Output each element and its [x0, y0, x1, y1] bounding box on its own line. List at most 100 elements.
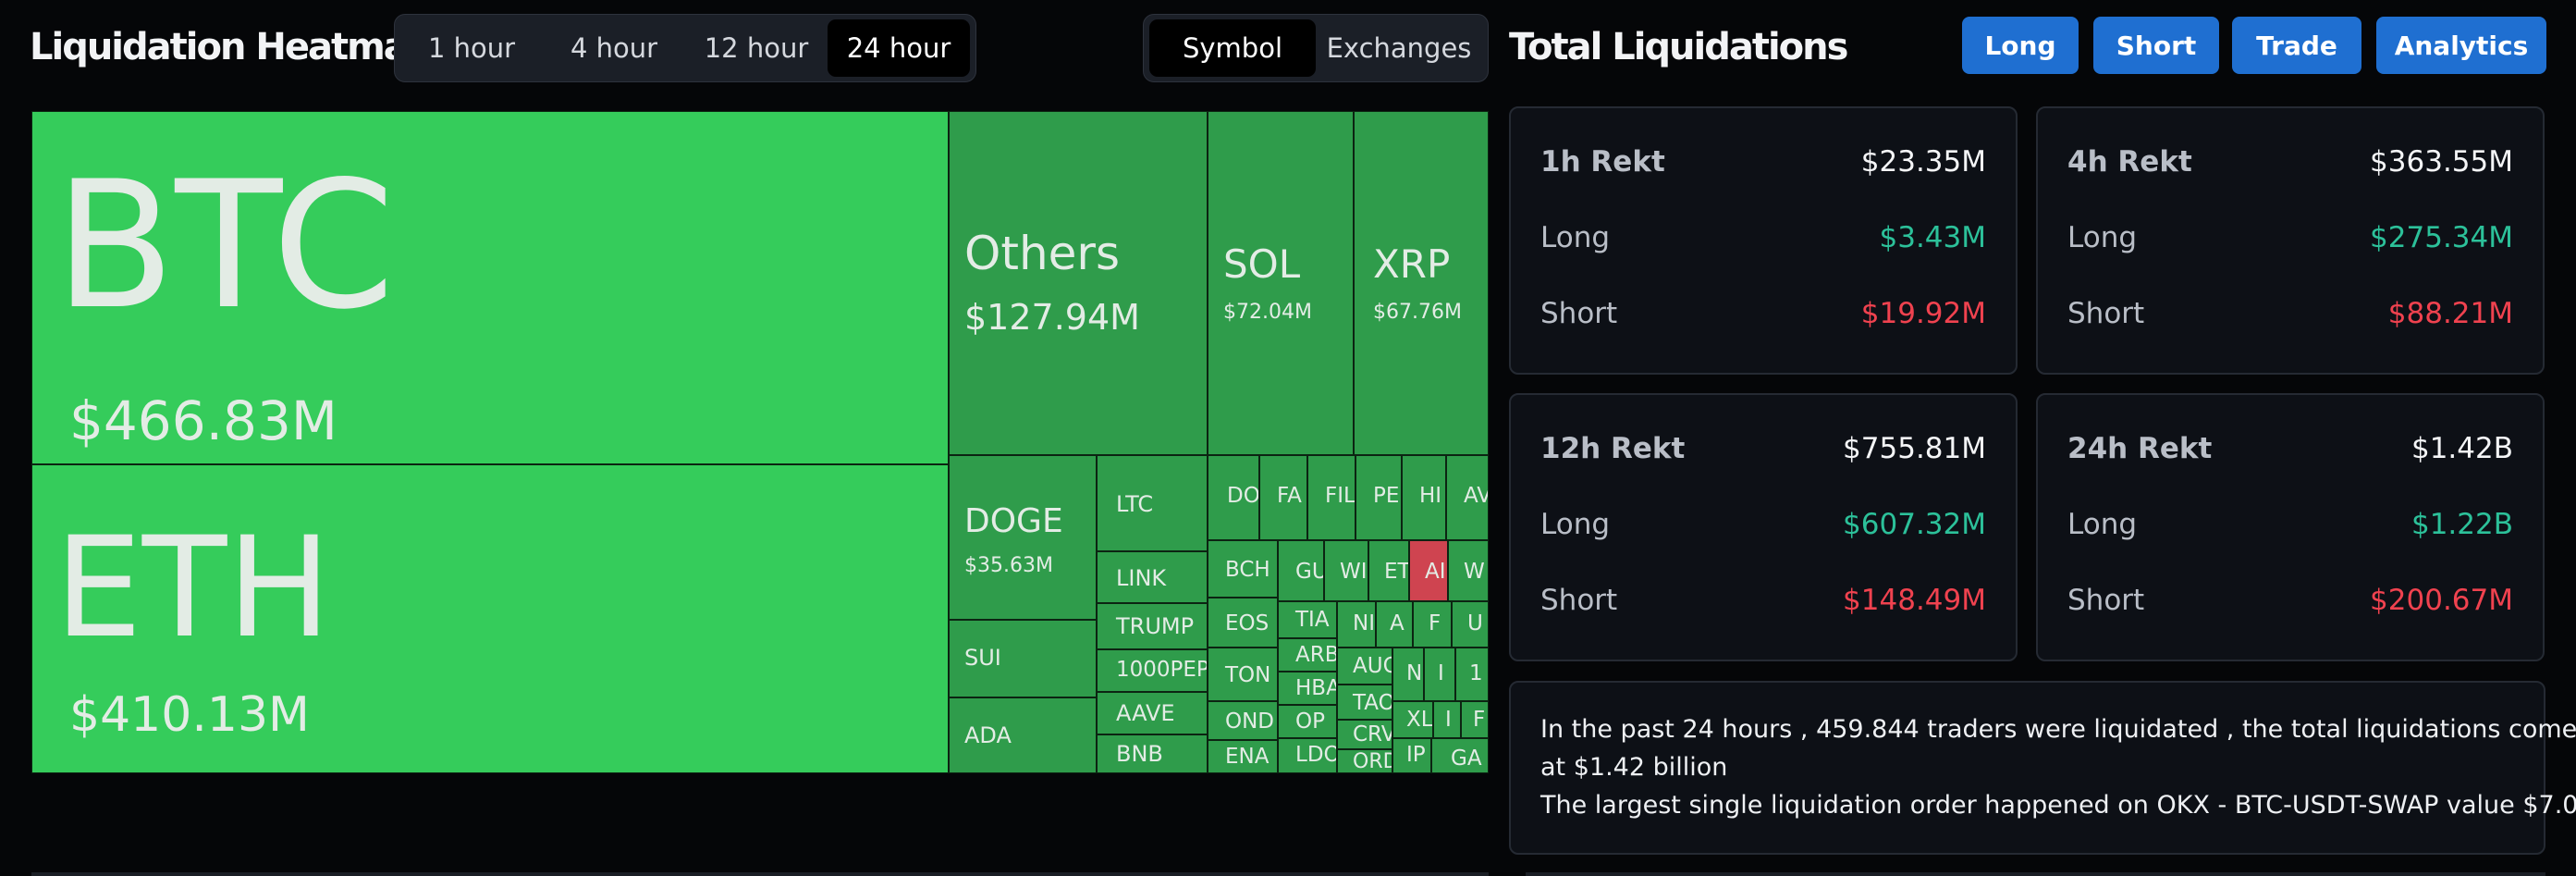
tile-ena[interactable]: ENA: [1208, 740, 1278, 773]
tile-others[interactable]: Others $127.94M: [949, 111, 1208, 455]
tile-ada[interactable]: ADA: [949, 697, 1097, 773]
tile-ordi[interactable]: ORD: [1337, 749, 1392, 773]
liquidation-treemap: BTC $466.83M ETH $410.13M Others $127.94…: [31, 111, 1489, 773]
time-option-24h[interactable]: 24 hour: [828, 19, 970, 77]
tile-1000pepe[interactable]: 1000PEP: [1097, 649, 1208, 692]
tile-xl[interactable]: XL: [1392, 701, 1433, 738]
tile-a[interactable]: A: [1376, 601, 1413, 648]
tile-xrp[interactable]: XRP $67.76M: [1354, 111, 1489, 455]
tile-symbol: SOL: [1223, 241, 1301, 287]
view-option-symbol[interactable]: Symbol: [1149, 19, 1316, 77]
tile-u[interactable]: U: [1452, 601, 1489, 648]
time-range-selector: 1 hour 4 hour 12 hour 24 hour: [394, 14, 976, 82]
tile-ni[interactable]: NI: [1337, 601, 1376, 648]
tile-eth[interactable]: ETH $410.13M: [31, 464, 949, 773]
tile-symbol: 1000PEP: [1116, 658, 1208, 682]
long-value: $1.22B: [2410, 508, 2513, 541]
rekt-card-1h: 1h Rekt $23.35M Long $3.43M Short $19.92M: [1509, 106, 2018, 375]
tile-aave[interactable]: AAVE: [1097, 692, 1208, 734]
tile-symbol: ADA: [964, 722, 1012, 748]
tile-op[interactable]: OP: [1278, 705, 1337, 738]
tile-ff[interactable]: F: [1461, 701, 1489, 738]
tile-symbol: TRUMP: [1116, 613, 1195, 639]
long-value: $3.43M: [1879, 221, 1987, 254]
tile-ai[interactable]: AI: [1409, 540, 1448, 601]
tile-symbol: LINK: [1116, 565, 1167, 591]
short-label: Short: [2067, 584, 2145, 617]
tile-symbol: Others: [964, 227, 1121, 280]
long-label: Long: [1540, 221, 1611, 254]
tile-sol[interactable]: SOL $72.04M: [1208, 111, 1354, 455]
tile-ton[interactable]: TON: [1208, 648, 1278, 701]
tile-i[interactable]: I: [1424, 648, 1455, 701]
tile-crv[interactable]: CRV: [1337, 720, 1392, 749]
long-button[interactable]: Long: [1962, 17, 2079, 74]
tile-ip[interactable]: IP: [1392, 738, 1431, 773]
tile-wif[interactable]: WI: [1324, 540, 1368, 601]
tile-1[interactable]: 1: [1455, 648, 1489, 701]
tile-value: $466.83M: [69, 389, 337, 452]
tile-arb[interactable]: ARB: [1278, 638, 1337, 672]
card-label: 1h Rekt: [1540, 145, 1665, 179]
analytics-button[interactable]: Analytics: [2376, 17, 2546, 74]
tile-eos[interactable]: EOS: [1208, 598, 1278, 648]
tile-pengu[interactable]: PE: [1355, 455, 1402, 540]
tile-value: $67.76M: [1373, 301, 1462, 324]
tile-value: $35.63M: [964, 554, 1053, 577]
long-label: Long: [2067, 221, 2138, 254]
tile-avax[interactable]: AV: [1446, 455, 1489, 540]
tile-ltc[interactable]: LTC: [1097, 455, 1208, 551]
tile-trump[interactable]: TRUMP: [1097, 603, 1208, 649]
tile-bnb[interactable]: BNB: [1097, 734, 1208, 773]
short-value: $148.49M: [1843, 584, 1986, 617]
tile-dot[interactable]: DO: [1208, 455, 1259, 540]
tile-symbol: ETH: [55, 508, 332, 669]
tile-btc[interactable]: BTC $466.83M: [31, 111, 949, 464]
rekt-card-24h: 24h Rekt $1.42B Long $1.22B Short $200.67M: [2036, 393, 2545, 661]
tile-symbol: LTC: [1116, 491, 1154, 517]
tile-sui[interactable]: SUI: [949, 620, 1097, 697]
tile-hype[interactable]: HI: [1402, 455, 1446, 540]
tile-fartcoin[interactable]: FA: [1259, 455, 1307, 540]
summary-line: at $1.42 billion: [1540, 753, 1728, 782]
card-total: $755.81M: [1843, 432, 1986, 465]
tile-w[interactable]: W: [1448, 540, 1489, 601]
summary-line: The largest single liquidation order hap…: [1540, 791, 2576, 820]
tile-fil[interactable]: FIL: [1307, 455, 1355, 540]
short-button[interactable]: Short: [2093, 17, 2219, 74]
tile-value: $127.94M: [964, 297, 1140, 338]
tile-n[interactable]: N: [1392, 648, 1424, 701]
card-total: $363.55M: [2370, 145, 2513, 179]
tile-tia[interactable]: TIA: [1278, 601, 1337, 638]
tile-ga[interactable]: GA: [1431, 738, 1489, 773]
tile-doge[interactable]: DOGE $35.63M: [949, 455, 1097, 620]
trade-button[interactable]: Trade: [2232, 17, 2361, 74]
tile-aug[interactable]: AUG: [1337, 648, 1392, 685]
liquidation-summary: In the past 24 hours , 459.844 traders w…: [1509, 681, 2576, 855]
card-label: 24h Rekt: [2067, 432, 2213, 465]
long-label: Long: [2067, 508, 2138, 541]
rekt-card-12h: 12h Rekt $755.81M Long $607.32M Short $148.…: [1509, 393, 2018, 661]
tile-symbol: AAVE: [1116, 700, 1175, 726]
tile-f[interactable]: F: [1413, 601, 1452, 648]
long-value: $607.32M: [1843, 508, 1986, 541]
tile-ondo[interactable]: OND: [1208, 701, 1278, 740]
tile-hbar[interactable]: HBA: [1278, 672, 1337, 705]
short-label: Short: [1540, 297, 1618, 330]
card-label: 4h Rekt: [2067, 145, 2192, 179]
tile-ii[interactable]: I: [1433, 701, 1461, 738]
tile-ldo[interactable]: LDO: [1278, 738, 1337, 773]
time-option-4h[interactable]: 4 hour: [570, 32, 658, 64]
card-total: $23.35M: [1860, 145, 1986, 179]
view-option-exchanges[interactable]: Exchanges: [1326, 32, 1472, 64]
total-liquidations-title: Total Liquidations: [1509, 26, 1848, 68]
tile-link[interactable]: LINK: [1097, 551, 1208, 603]
time-option-12h[interactable]: 12 hour: [704, 32, 809, 64]
summary-line: In the past 24 hours , 459.844 traders w…: [1540, 715, 2576, 744]
time-option-1h[interactable]: 1 hour: [427, 32, 516, 64]
tile-bch[interactable]: BCH: [1208, 540, 1278, 598]
tile-tao[interactable]: TAO: [1337, 685, 1392, 720]
tile-etc[interactable]: ET: [1368, 540, 1409, 601]
card-label: 12h Rekt: [1540, 432, 1686, 465]
tile-gui[interactable]: GU: [1278, 540, 1324, 601]
